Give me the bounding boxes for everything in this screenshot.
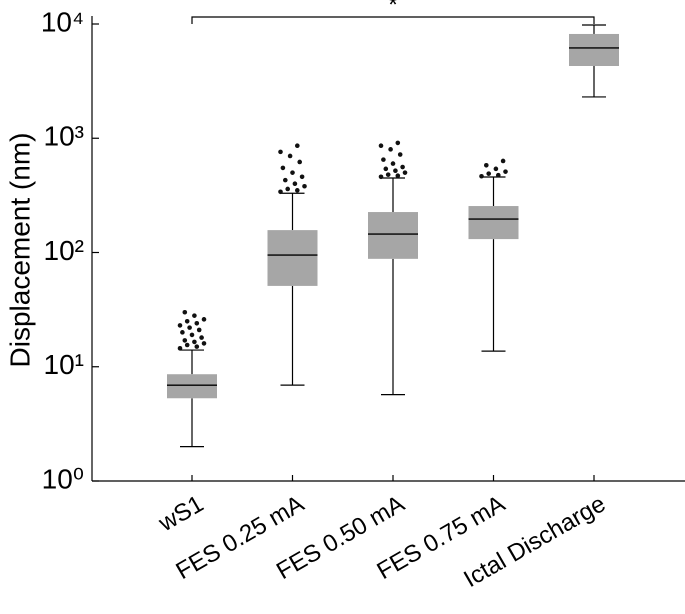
box [368, 212, 418, 259]
outlier [283, 177, 288, 183]
outlier [503, 169, 508, 174]
box [468, 206, 519, 240]
outlier [285, 186, 291, 192]
y-tick-label: 10⁴ [41, 6, 84, 37]
x-tick-label: wS1 [153, 490, 208, 537]
outlier [177, 323, 183, 328]
outlier [388, 147, 393, 152]
outlier [395, 173, 401, 179]
outlier [280, 165, 286, 171]
outlier [194, 344, 200, 349]
outlier [299, 174, 305, 180]
outlier [180, 330, 185, 335]
y-tick-label: 10³ [44, 121, 84, 152]
outlier [187, 325, 192, 330]
outlier [278, 189, 283, 195]
box [167, 374, 217, 399]
outlier [192, 339, 197, 345]
outlier [278, 149, 283, 155]
outlier [500, 158, 506, 164]
outlier [479, 173, 484, 179]
outlier [385, 172, 391, 177]
outlier [290, 170, 295, 175]
y-tick-label: 10⁰ [42, 463, 84, 494]
outlier [295, 143, 300, 149]
outlier [194, 321, 200, 326]
outlier [199, 335, 204, 340]
outlier [402, 170, 408, 175]
outlier [192, 313, 197, 318]
outlier [302, 183, 307, 189]
outlier [295, 188, 300, 193]
significance-bracket [191, 16, 595, 24]
y-axis-label: Displacement (nm) [4, 133, 35, 368]
outlier [390, 161, 396, 166]
outlier [378, 143, 384, 149]
significance-star: * [388, 0, 397, 18]
outlier [201, 317, 207, 322]
outlier [297, 159, 303, 165]
y-tick-label: 10² [44, 235, 84, 266]
outlier [383, 166, 389, 172]
outlier [182, 338, 188, 343]
outlier [182, 309, 188, 315]
outlier [381, 157, 386, 162]
box [267, 230, 318, 286]
outlier [177, 346, 183, 351]
outlier [196, 327, 202, 333]
y-tick-label: 10¹ [44, 349, 84, 380]
outlier [400, 164, 405, 170]
outlier [184, 318, 190, 324]
outlier [496, 172, 501, 178]
outlier [287, 153, 293, 159]
outlier [184, 342, 190, 348]
outlier [484, 162, 489, 168]
box [569, 33, 619, 66]
outlier [393, 168, 398, 173]
outlier [486, 171, 492, 176]
outlier [201, 341, 207, 346]
outlier [378, 174, 384, 180]
outlier [189, 332, 195, 338]
outlier [493, 166, 499, 172]
outlier [397, 152, 403, 157]
outlier [292, 181, 298, 187]
outlier [395, 140, 401, 146]
